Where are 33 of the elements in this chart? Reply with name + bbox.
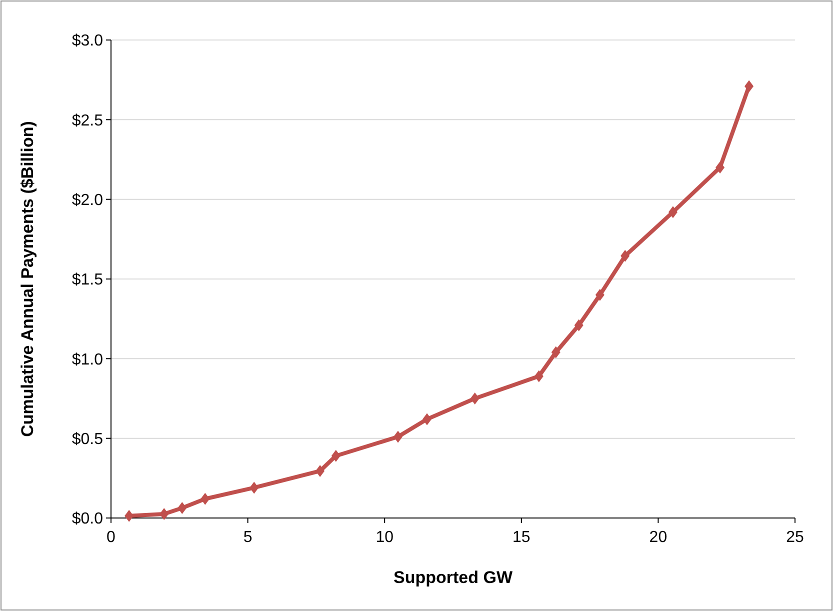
point bbox=[620, 250, 630, 262]
point bbox=[668, 206, 678, 218]
point bbox=[534, 370, 544, 382]
y-tick-label: $2.0 bbox=[72, 192, 104, 209]
point bbox=[551, 346, 560, 358]
x-tick-label: 15 bbox=[512, 529, 530, 546]
point bbox=[178, 502, 187, 514]
x-tick-label: 20 bbox=[649, 529, 668, 546]
y-tick-label: $1.0 bbox=[72, 351, 104, 368]
x-tick-label: 25 bbox=[786, 529, 804, 546]
point bbox=[160, 508, 169, 520]
point bbox=[331, 450, 340, 462]
point bbox=[716, 161, 725, 174]
point bbox=[744, 80, 754, 92]
x-tick-label: 0 bbox=[106, 529, 116, 546]
point bbox=[595, 288, 604, 301]
point bbox=[422, 413, 432, 426]
y-tick-label: $1.5 bbox=[72, 272, 104, 289]
point bbox=[316, 464, 325, 477]
point bbox=[124, 510, 134, 522]
y-tick-label: $2.5 bbox=[72, 112, 104, 130]
point bbox=[574, 319, 584, 332]
x-tick-label: 5 bbox=[243, 529, 252, 546]
y-tick-label: $0.5 bbox=[72, 430, 104, 448]
x-tick-label: 10 bbox=[376, 529, 394, 546]
y-axis-title: Cumulative Annual Payments ($Billion) bbox=[18, 121, 37, 437]
x-axis-title: Supported GW bbox=[394, 568, 514, 587]
point bbox=[394, 430, 403, 443]
point bbox=[200, 492, 210, 505]
y-tick-label: $3.0 bbox=[72, 32, 104, 50]
point bbox=[250, 482, 259, 494]
y-tick-label: $0.0 bbox=[72, 510, 104, 528]
point bbox=[470, 392, 480, 404]
